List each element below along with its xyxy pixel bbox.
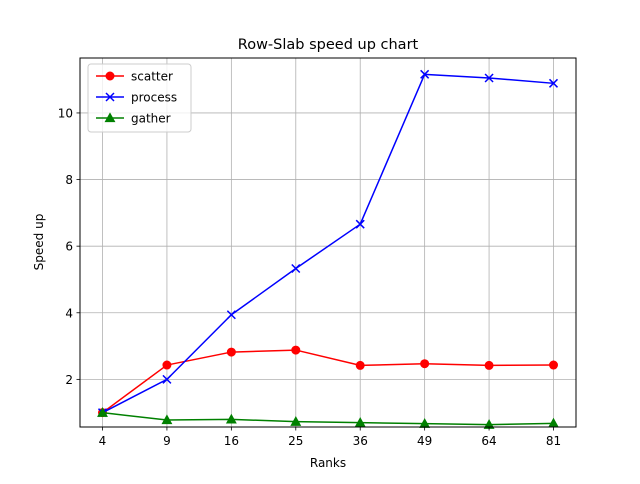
data-point-process bbox=[548, 78, 559, 88]
y-axis-label: Speed up bbox=[32, 214, 46, 271]
legend-swatch-marker bbox=[105, 92, 115, 102]
y-tick-label: 8 bbox=[65, 173, 73, 187]
x-tick-label: 25 bbox=[288, 434, 303, 448]
x-tick-label: 9 bbox=[163, 434, 171, 448]
x-tick-label: 49 bbox=[417, 434, 432, 448]
axes-frame bbox=[79, 57, 577, 428]
data-point-process bbox=[355, 219, 365, 229]
data-point-process bbox=[226, 310, 236, 320]
legend-entry-gather: gather bbox=[96, 112, 171, 126]
legend-swatch-marker bbox=[104, 112, 116, 123]
legend-label: process bbox=[131, 91, 177, 105]
data-point-scatter bbox=[226, 347, 236, 357]
y-tick-label: 4 bbox=[65, 306, 73, 320]
data-point-gather bbox=[354, 417, 366, 427]
series-line-process bbox=[102, 73, 554, 414]
x-tick-label: 81 bbox=[546, 434, 561, 448]
data-point-scatter bbox=[162, 360, 172, 370]
data-point-gather bbox=[290, 416, 302, 426]
data-point-scatter bbox=[484, 360, 494, 370]
data-point-gather bbox=[225, 413, 237, 424]
data-point-gather bbox=[161, 414, 173, 425]
x-axis-ticks: 4 9 16 25 36 49 64 81 bbox=[99, 427, 561, 448]
legend-entry-scatter: scatter bbox=[96, 70, 173, 84]
series-line-scatter bbox=[102, 349, 554, 414]
x-tick-label: 4 bbox=[99, 434, 107, 448]
series-process bbox=[97, 69, 559, 418]
data-point-scatter bbox=[549, 360, 558, 370]
legend-label: gather bbox=[131, 112, 171, 126]
data-point-process bbox=[162, 374, 172, 384]
data-point-scatter bbox=[291, 345, 301, 355]
legend-box bbox=[87, 63, 192, 133]
y-tick-label: 2 bbox=[65, 373, 73, 387]
y-axis-ticks: 2 4 6 8 10 bbox=[58, 106, 80, 387]
x-tick-label: 36 bbox=[353, 434, 368, 448]
data-point-process bbox=[484, 73, 494, 83]
data-point-scatter bbox=[420, 359, 430, 369]
legend: scatter process gather bbox=[87, 63, 192, 133]
data-point-gather bbox=[97, 407, 108, 417]
chart-title: Row-Slab speed up chart bbox=[238, 37, 419, 53]
legend-label: scatter bbox=[131, 70, 173, 84]
x-axis-label: Ranks bbox=[310, 456, 346, 470]
legend-entry-process: process bbox=[96, 91, 177, 105]
x-tick-label: 64 bbox=[481, 434, 496, 448]
data-point-process bbox=[420, 69, 430, 79]
y-tick-label: 10 bbox=[58, 106, 73, 120]
series-line-gather bbox=[102, 411, 554, 426]
data-point-scatter bbox=[355, 360, 365, 370]
legend-swatch-marker bbox=[105, 71, 115, 81]
data-point-process bbox=[291, 263, 301, 274]
x-tick-label: 16 bbox=[224, 434, 239, 448]
y-tick-label: 6 bbox=[65, 240, 73, 254]
legend-items: scatter process gather bbox=[96, 70, 177, 126]
